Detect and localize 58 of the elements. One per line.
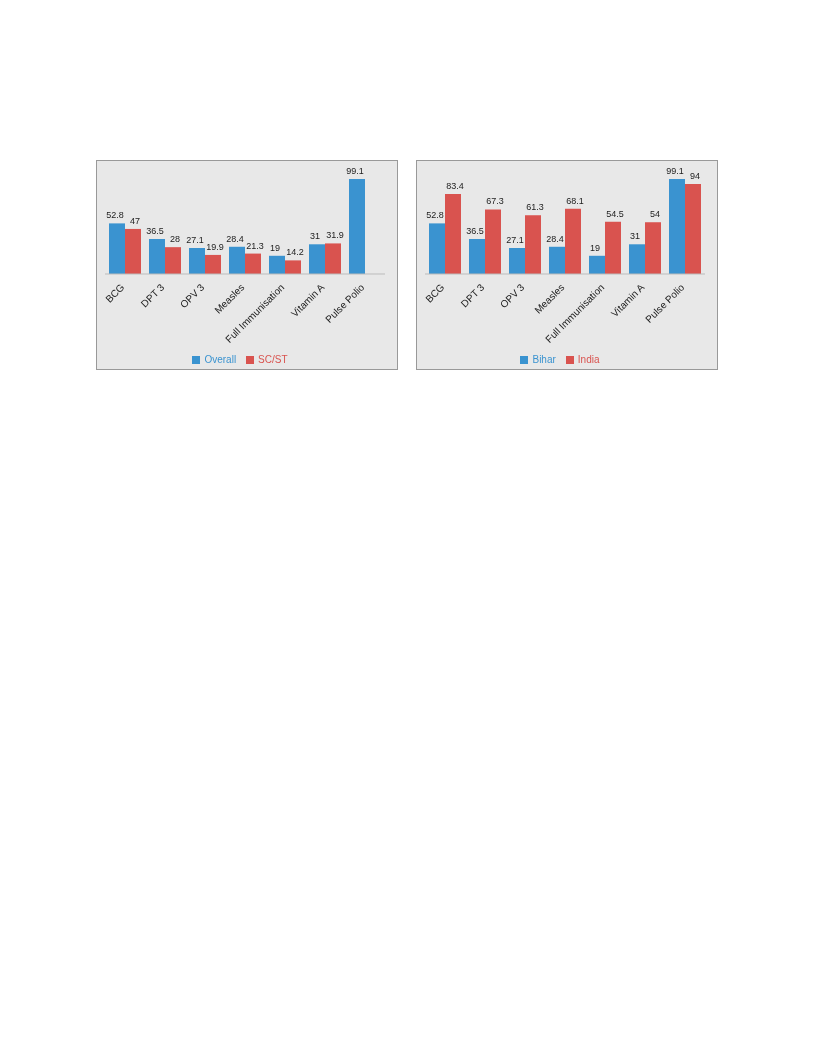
- bar: [325, 243, 341, 274]
- bar: [469, 239, 485, 274]
- data-label: 83.4: [446, 181, 464, 192]
- data-label: 67.3: [486, 196, 504, 207]
- bar: [589, 255, 605, 274]
- bar: [685, 183, 701, 274]
- data-label: 52.8: [426, 210, 444, 221]
- data-label: 99.1: [346, 166, 364, 176]
- data-label: 52.8: [106, 210, 124, 221]
- bar: [565, 208, 581, 274]
- bar: [205, 254, 221, 274]
- data-label: 28.4: [226, 233, 244, 244]
- bar: [525, 215, 541, 274]
- data-label: 99.1: [666, 166, 684, 176]
- bar: [605, 221, 621, 274]
- data-label: 36.5: [466, 226, 484, 237]
- bar: [645, 222, 661, 274]
- bar: [245, 253, 261, 274]
- data-label: 19: [589, 242, 601, 253]
- bar: [485, 209, 501, 274]
- legend-label: India: [577, 354, 600, 365]
- bar: [669, 179, 685, 274]
- data-label: 54: [649, 209, 661, 220]
- data-label: 28.4: [546, 233, 564, 244]
- data-label: 31: [309, 231, 321, 242]
- bar: [109, 223, 125, 274]
- data-label: 21.3: [246, 240, 264, 251]
- data-label: 31: [629, 231, 641, 242]
- bar: [165, 247, 181, 274]
- legend-label: Bihar: [532, 354, 556, 365]
- bar: [285, 260, 301, 274]
- bar: [189, 248, 205, 274]
- data-label: 27.1: [186, 235, 204, 246]
- bar: [149, 239, 165, 274]
- data-label: 31.9: [326, 230, 344, 241]
- bar: [309, 244, 325, 274]
- bar: [349, 179, 365, 274]
- bar: [509, 248, 525, 274]
- data-label: 47: [129, 215, 141, 226]
- data-label: 14.2: [286, 247, 304, 258]
- bar: [229, 246, 245, 274]
- bar: [269, 255, 285, 274]
- bar: [549, 246, 565, 274]
- data-label: 36.5: [146, 226, 164, 237]
- bar: [445, 194, 461, 274]
- bar: [629, 244, 645, 274]
- data-label: 27.1: [506, 235, 524, 246]
- data-label: 19.9: [206, 241, 224, 252]
- legend-label: SC/ST: [258, 354, 288, 365]
- data-label: 19: [269, 242, 281, 253]
- data-label: 54.5: [606, 208, 624, 219]
- data-label: 68.1: [566, 195, 584, 206]
- data-label: 61.3: [526, 202, 544, 213]
- legend-label: Overall: [204, 354, 237, 365]
- data-label: 28: [169, 234, 181, 245]
- bar: [125, 228, 141, 274]
- data-label: 94: [689, 170, 701, 181]
- bar: [429, 223, 445, 274]
